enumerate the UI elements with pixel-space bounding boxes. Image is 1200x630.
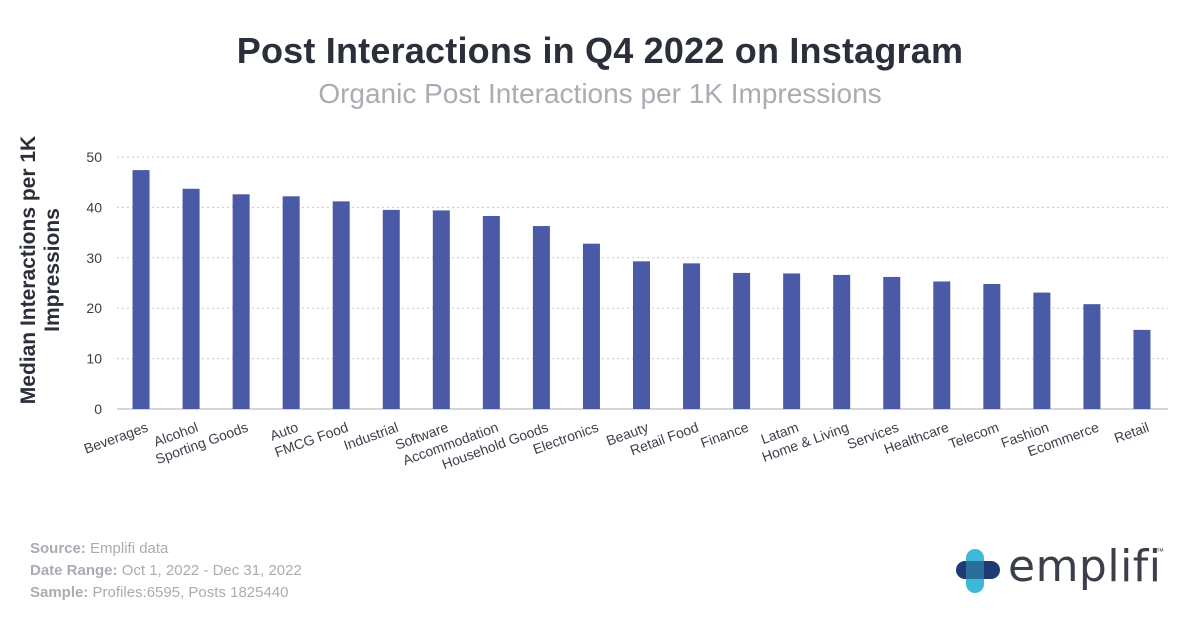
bar (332, 201, 350, 409)
chart-subtitle: Organic Post Interactions per 1K Impress… (318, 78, 882, 109)
bar (282, 196, 300, 409)
x-tick-label: Finance (698, 419, 750, 451)
y-tick-label: 30 (86, 250, 102, 266)
x-tick-label: Beverages (82, 419, 150, 457)
emplifi-logo-tm: ™ (1156, 547, 1164, 556)
chart-title: Post Interactions in Q4 2022 on Instagra… (236, 30, 964, 71)
emplifi-logo-icon (956, 549, 1000, 593)
y-tick-label: 20 (86, 300, 102, 316)
bar (1033, 292, 1051, 409)
footer-sample: Sample: Profiles:6595, Posts 1825440 (30, 584, 289, 601)
bar (582, 243, 600, 409)
footer: Source: Emplifi data Date Range: Oct 1, … (30, 538, 302, 604)
bar (783, 273, 801, 409)
footer-source: Source: Emplifi data (30, 540, 169, 557)
x-tick-label: Telecom (946, 419, 1000, 452)
y-tick-label: 50 (86, 149, 102, 165)
bar (482, 215, 500, 409)
bar (833, 274, 851, 409)
bar (432, 210, 450, 409)
bar (532, 226, 550, 409)
bar (683, 263, 701, 409)
x-tick-label: Retail (1112, 419, 1151, 446)
bar (1133, 329, 1151, 409)
emplifi-logo-text: emplifi (1008, 541, 1162, 592)
footer-date-range: Date Range: Oct 1, 2022 - Dec 31, 2022 (30, 562, 302, 579)
bar (382, 209, 400, 409)
bar (883, 276, 901, 409)
bar (733, 272, 751, 409)
bar (633, 261, 650, 409)
y-tick-label: 40 (86, 199, 102, 215)
bar (232, 194, 250, 409)
y-tick-label: 0 (94, 401, 102, 417)
bar (933, 281, 951, 409)
bar (983, 284, 1001, 409)
bar (132, 170, 150, 409)
emplifi-logo: emplifi ™ (956, 541, 1166, 595)
bar (182, 188, 200, 409)
x-tick-label: Industrial (341, 419, 400, 453)
bar (1083, 304, 1101, 409)
y-tick-label: 10 (86, 351, 102, 367)
